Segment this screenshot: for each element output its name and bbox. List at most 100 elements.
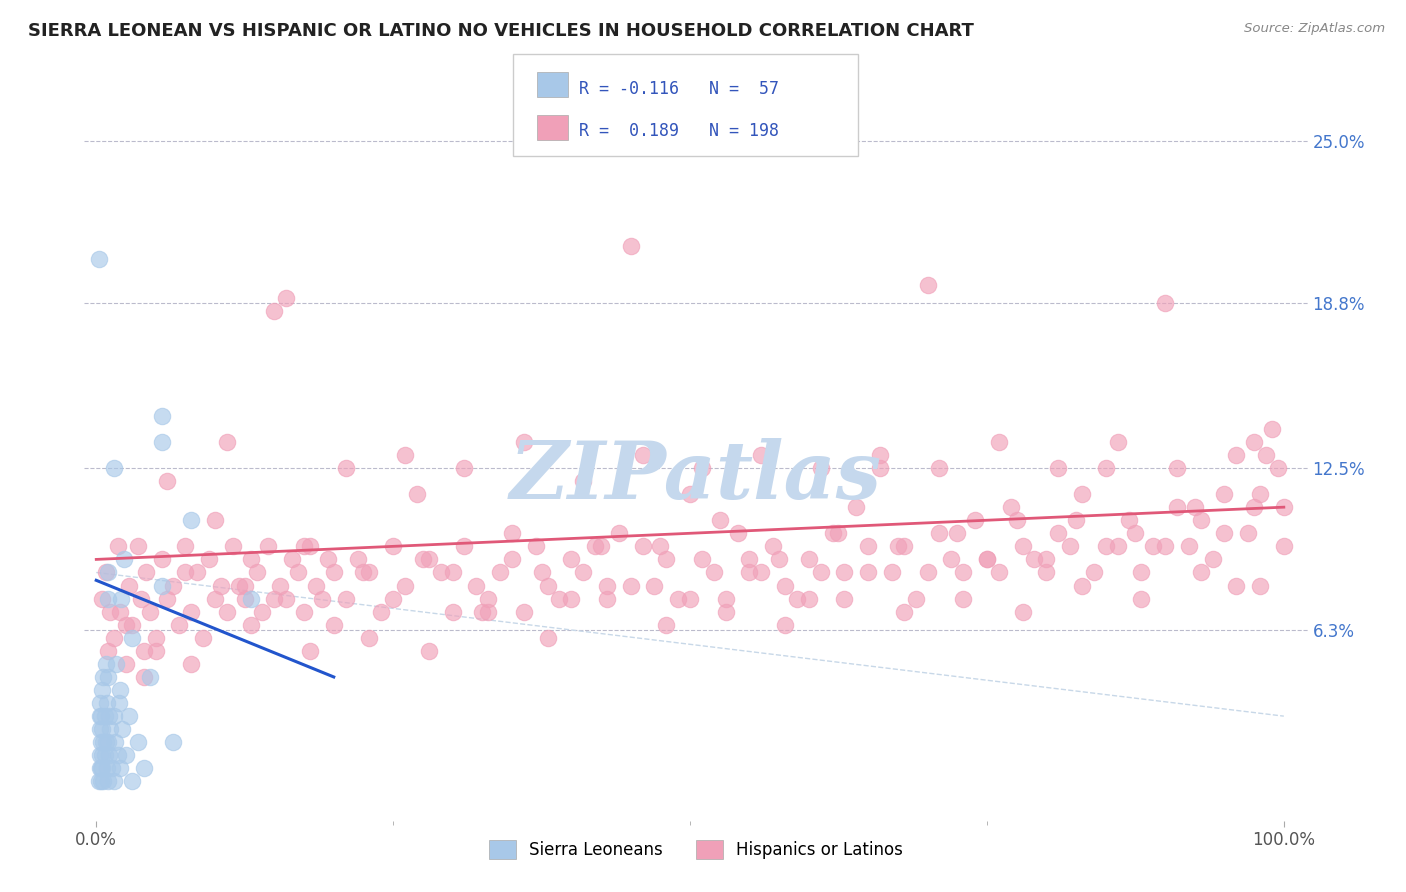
Point [1178, 539, 1201, 553]
Point [560, 591, 582, 606]
Point [93, 748, 115, 763]
Point [1184, 500, 1206, 515]
Point [1213, 526, 1236, 541]
Point [917, 278, 939, 293]
Point [987, 566, 1010, 580]
Point [1166, 500, 1188, 515]
Point [489, 566, 512, 580]
Point [103, 709, 125, 723]
Point [655, 617, 678, 632]
Point [1024, 552, 1046, 566]
Point [382, 539, 405, 553]
Point [127, 539, 149, 553]
Point [311, 591, 333, 606]
Point [976, 552, 998, 566]
Point [963, 513, 986, 527]
Point [89, 709, 111, 723]
Point [287, 566, 309, 580]
Point [100, 761, 122, 775]
Point [93, 709, 115, 723]
Point [394, 578, 416, 592]
Point [797, 552, 820, 566]
Point [1094, 539, 1116, 553]
Point [112, 552, 135, 566]
Point [524, 539, 547, 553]
Point [215, 605, 238, 619]
Point [276, 591, 298, 606]
Point [1071, 487, 1094, 501]
Point [572, 474, 595, 488]
Point [714, 605, 737, 619]
Point [690, 552, 713, 566]
Point [749, 448, 772, 462]
Point [620, 578, 643, 592]
Point [204, 513, 226, 527]
Point [834, 566, 856, 580]
Point [233, 591, 256, 606]
Point [1130, 566, 1153, 580]
Point [834, 591, 856, 606]
Point [100, 605, 122, 619]
Point [103, 461, 125, 475]
Point [276, 291, 298, 305]
Point [97, 591, 120, 606]
Point [209, 578, 232, 592]
Point [132, 670, 155, 684]
Point [90, 709, 112, 723]
Point [127, 735, 149, 749]
Point [810, 461, 832, 475]
Point [97, 735, 120, 749]
Point [91, 723, 114, 737]
Point [87, 774, 110, 789]
Point [762, 539, 785, 553]
Point [322, 566, 344, 580]
Point [107, 748, 129, 763]
Point [89, 761, 111, 775]
Point [453, 539, 475, 553]
Point [115, 657, 138, 671]
Point [96, 696, 118, 710]
Point [94, 735, 117, 749]
Point [471, 605, 494, 619]
Point [738, 566, 761, 580]
Point [198, 552, 221, 566]
Point [335, 591, 357, 606]
Point [1064, 513, 1087, 527]
Point [191, 631, 214, 645]
Point [1166, 461, 1188, 475]
Point [107, 539, 129, 553]
Point [252, 605, 274, 619]
Point [572, 566, 595, 580]
Point [145, 644, 167, 658]
Point [987, 434, 1010, 449]
Point [1071, 578, 1094, 592]
Point [97, 644, 120, 658]
Point [121, 774, 143, 789]
Point [1035, 552, 1057, 566]
Point [162, 578, 184, 592]
Point [180, 657, 202, 671]
Point [441, 566, 464, 580]
Point [406, 487, 429, 501]
Point [335, 461, 357, 475]
Point [1272, 539, 1295, 553]
Point [169, 617, 191, 632]
Point [714, 591, 737, 606]
Point [97, 670, 120, 684]
Point [108, 761, 131, 775]
Point [150, 578, 173, 592]
Point [560, 552, 582, 566]
Point [1107, 434, 1129, 449]
Point [1272, 500, 1295, 515]
Point [263, 304, 285, 318]
Point [941, 552, 963, 566]
Point [786, 591, 808, 606]
Point [222, 539, 245, 553]
Point [1189, 566, 1212, 580]
Point [156, 591, 179, 606]
Point [703, 566, 725, 580]
Point [583, 539, 606, 553]
Point [91, 683, 114, 698]
Point [418, 644, 440, 658]
Point [228, 578, 250, 592]
